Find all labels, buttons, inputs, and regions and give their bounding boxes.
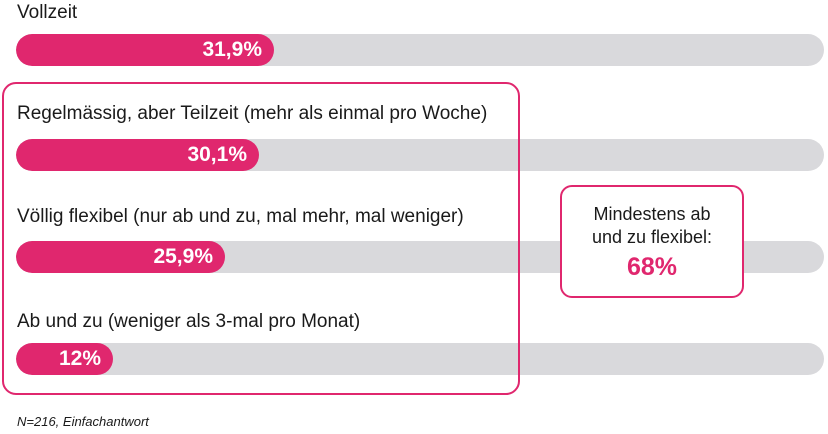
bar xyxy=(16,139,259,171)
callout-value: 68% xyxy=(626,253,678,281)
bar xyxy=(16,241,225,273)
category-label: Völlig flexibel (nur ab und zu, mal mehr… xyxy=(17,206,464,227)
data-label: 31,9% xyxy=(202,38,262,61)
flexible-callout: Mindestens ab und zu flexibel: 68% xyxy=(560,185,744,298)
data-label: 25,9% xyxy=(153,245,213,268)
data-label: 30,1% xyxy=(187,143,247,166)
footnote: N=216, Einfachantwort xyxy=(17,414,149,429)
bar xyxy=(16,343,113,375)
data-label: 12% xyxy=(58,347,101,370)
category-label: Vollzeit xyxy=(17,2,78,23)
bar-track: 31,9% xyxy=(16,34,824,66)
bar-track: 30,1% xyxy=(16,139,824,171)
bar-track: 12% xyxy=(16,343,824,375)
callout-text: Mindestens ab und zu flexibel: xyxy=(591,204,713,247)
category-label: Regelmässig, aber Teilzeit (mehr als ein… xyxy=(17,103,488,124)
category-label: Ab und zu (weniger als 3-mal pro Monat) xyxy=(17,311,361,332)
bar xyxy=(16,34,274,66)
